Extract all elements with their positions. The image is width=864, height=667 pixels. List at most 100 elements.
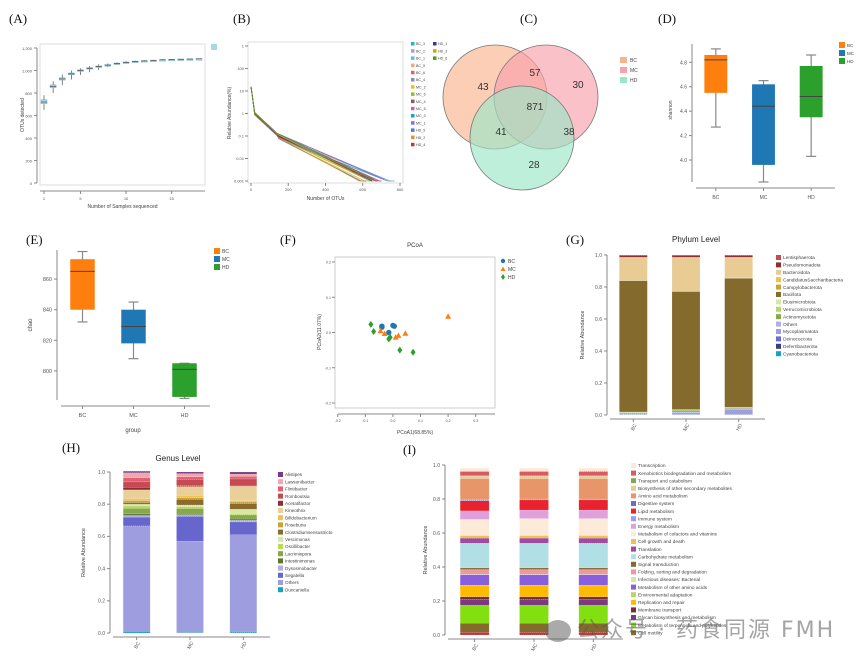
i-bar-segment — [519, 478, 549, 500]
g-bar-segment — [724, 409, 753, 415]
b-legend-label: HD_1 — [438, 42, 447, 46]
h-bar-segment — [123, 487, 151, 490]
e-y-tick-label: 820 — [43, 338, 52, 344]
b-legend-label: HD_2 — [416, 136, 425, 140]
f-point-bc — [386, 329, 392, 336]
b-legend-swatch — [433, 49, 437, 53]
i-bar-segment — [578, 567, 608, 570]
h-legend-label: Others — [285, 580, 299, 585]
b-legend-label: HD_6 — [438, 57, 447, 61]
panel-label-d: (D) — [658, 11, 677, 26]
i-legend-label: Energy metabolism — [638, 524, 679, 530]
chart-h-genus: Genus Level 0.0 0.2 0.4 0.6 0.8 1.0 BC MC HD Relat… — [81, 454, 333, 650]
a-box — [104, 64, 112, 67]
f-x-label: PCoA1(68.85%) — [397, 430, 433, 436]
d-y-tick-label: 4.4 — [680, 109, 687, 115]
h-legend-swatch — [278, 529, 283, 535]
c-legend-label: BC — [630, 58, 637, 64]
i-bar-segment — [460, 605, 490, 624]
g-legend-swatch — [776, 329, 781, 334]
i-bar-segment — [460, 535, 490, 539]
c-legend-swatch — [620, 77, 627, 83]
i-bar-segment — [578, 518, 608, 536]
f-y-tick-label: 0.1 — [326, 296, 331, 300]
h-bar-segment — [229, 501, 257, 504]
i-bar-segment — [519, 543, 549, 568]
chart-i-function: 0.0 0.2 0.4 0.6 0.8 1.0 BC MC HD Relative Abundan… — [423, 463, 732, 653]
h-y-tick-label: 0.8 — [98, 502, 105, 508]
g-legend-label: Campylobacterota — [783, 285, 822, 291]
d-box-bc — [704, 54, 728, 93]
g-y-tick-label: 1.0 — [595, 253, 602, 259]
i-x-tick-label: MC — [530, 642, 539, 652]
b-legend-label: MC_2 — [416, 85, 426, 89]
h-bar-segment — [176, 506, 204, 509]
i-bar-segment — [578, 499, 608, 511]
g-legend-label: CandidatusSaccharibacteria — [783, 277, 843, 283]
i-legend-label: Immune system — [638, 516, 672, 522]
g-y-tick-label: 0.4 — [595, 349, 602, 355]
i-bar-segment — [519, 475, 549, 479]
i-legend-label: Amino acid metabolism — [638, 494, 688, 500]
e-y-label: chao — [28, 318, 34, 332]
g-bar-segment — [619, 280, 648, 413]
b-y-tick-label: 0.001 — [234, 179, 245, 184]
i-bar-segment — [519, 499, 549, 511]
h-y-tick-label: 1.0 — [98, 470, 105, 476]
h-legend-swatch — [278, 479, 283, 485]
i-legend-label: Transcription — [638, 463, 666, 469]
f-x-tick-label: 0.0 — [390, 419, 395, 423]
i-legend-swatch — [631, 478, 636, 484]
h-bar-segment — [176, 541, 204, 633]
i-bar-segment — [460, 596, 490, 600]
i-bar-segment — [519, 567, 549, 570]
g-legend-swatch — [776, 336, 781, 342]
h-legend-swatch — [278, 500, 283, 506]
i-bar-segment — [460, 519, 490, 536]
h-bar-segment — [123, 505, 151, 509]
f-legend-marker — [501, 274, 505, 280]
h-bar-segment — [229, 478, 257, 486]
i-y-tick-label: 0.6 — [433, 531, 440, 537]
f-legend-marker — [500, 258, 506, 264]
e-legend-label: MC — [222, 257, 230, 263]
i-bar-segment — [578, 509, 608, 519]
h-bar-segment — [176, 499, 204, 506]
h-bar-segment — [229, 471, 257, 475]
e-x-label: group — [125, 428, 141, 434]
h-legend-label: Duncaniella — [285, 587, 309, 592]
f-y-tick-label: 0.2 — [326, 261, 331, 265]
g-bar-segment — [619, 412, 648, 414]
i-bar-segment — [578, 535, 608, 539]
i-bar-segment — [519, 471, 549, 476]
i-legend-swatch — [631, 592, 636, 598]
i-legend-label: Folding, sorting and degradation — [638, 570, 707, 576]
f-legend-label: BC — [508, 259, 515, 265]
g-legend-label: Verrucomicrobiota — [783, 307, 822, 313]
h-bar-segment — [123, 631, 151, 634]
h-bar-segment — [176, 485, 204, 487]
h-bar-segment — [123, 471, 151, 473]
e-x-tick-label: HD — [181, 413, 189, 419]
chart-f-pcoa: PCoA -0.2 -0.1 0.0 0.1 0.2 -0.2 -0.1 0.0 0.1 0.2 0.… — [317, 243, 516, 436]
i-bar-segment — [460, 510, 490, 520]
panel-label-c: (C) — [520, 11, 538, 26]
h-y-tick-label: 0.0 — [98, 631, 105, 637]
g-legend-label: Pseudomonadota — [783, 263, 821, 269]
i-bar-segment — [460, 569, 490, 575]
b-y-tick-label: 1 — [242, 111, 245, 116]
h-y-tick-label: 0.2 — [98, 599, 105, 605]
f-point-hd — [368, 320, 374, 328]
b-legend-label: BC_6 — [416, 71, 425, 75]
d-legend-swatch — [839, 50, 845, 56]
f-point-hd — [397, 346, 403, 354]
f-point-mc — [377, 327, 384, 334]
h-bar-segment — [123, 515, 151, 518]
a-x-label: Number of Samples sequenced — [87, 204, 157, 210]
c-region-mc-only: 30 — [572, 80, 584, 91]
h-bar-segment — [176, 479, 204, 486]
h-bar-segment — [123, 504, 151, 506]
i-bar-segment — [460, 478, 490, 500]
i-legend-label: Glycan biosynthesis and metabolism — [638, 615, 716, 621]
